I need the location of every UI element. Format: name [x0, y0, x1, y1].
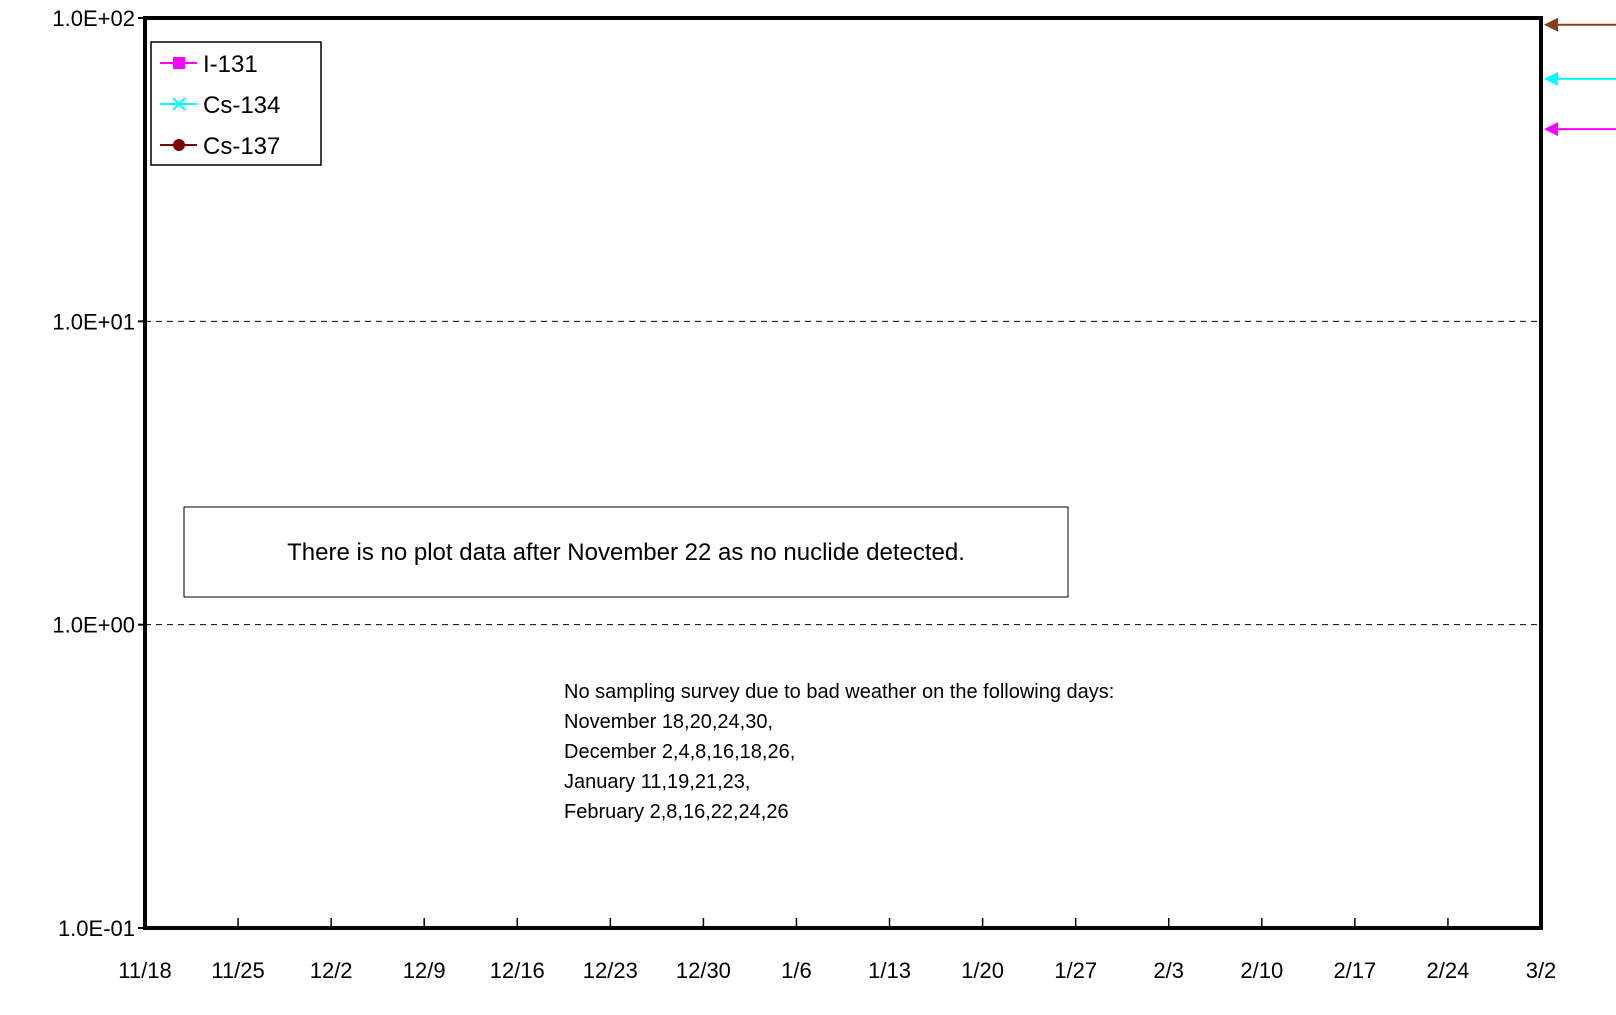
- x-tick-label: 3/2: [1526, 958, 1557, 983]
- survey-note-line: No sampling survey due to bad weather on…: [564, 681, 1114, 703]
- plot-area-border: [143, 16, 1543, 930]
- y-tick-label: 1.0E+01: [52, 309, 135, 334]
- annotation-box-text: There is no plot data after November 22 …: [287, 539, 965, 566]
- legend-marker-circle-icon: [173, 139, 185, 151]
- x-tick-label: 12/2: [310, 958, 353, 983]
- y-axis-ticks: 1.0E-01 1.0E+00 1.0E+01 1.0E+02: [52, 6, 145, 941]
- plot-frame: [143, 16, 1543, 930]
- legend-label-cs137: Cs-137: [203, 133, 280, 160]
- legend-marker-square-icon: [173, 57, 185, 69]
- y-tick-label: 1.0E-01: [58, 916, 135, 941]
- grid-layer: [145, 320, 1541, 626]
- arrow-left-icon: [1544, 122, 1616, 137]
- annotation-box-border: [183, 506, 1069, 598]
- arrow-left-icon: [1544, 71, 1616, 86]
- survey-note-line: January 11,19,21,23,: [564, 771, 750, 793]
- legend-label-cs134: Cs-134: [203, 92, 280, 119]
- y-tick-label: 1.0E+02: [52, 6, 135, 31]
- arrow-left-icon: [1544, 17, 1616, 32]
- legend: I-131 Cs-134 Cs-137: [150, 41, 322, 166]
- y-tick-label: 1.0E+00: [52, 613, 135, 638]
- x-tick-label: 1/13: [868, 958, 911, 983]
- x-tick-label: 1/6: [781, 958, 812, 983]
- x-tick-label: 12/30: [676, 958, 731, 983]
- x-tick-label: 2/24: [1427, 958, 1470, 983]
- annotation-box: There is no plot data after November 22 …: [183, 506, 1069, 598]
- x-tick-label: 2/17: [1333, 958, 1376, 983]
- x-tick-label: 11/18: [118, 958, 171, 983]
- x-tick-label: 12/9: [403, 958, 446, 983]
- survey-note-line: November 18,20,24,30,: [564, 711, 773, 733]
- legend-item-cs134: Cs-134: [160, 92, 280, 119]
- survey-note: No sampling survey due to bad weather on…: [564, 681, 1114, 823]
- legend-label-i131: I-131: [203, 51, 258, 78]
- x-tick-label: 12/23: [583, 958, 638, 983]
- x-tick-label: 1/27: [1054, 958, 1097, 983]
- x-tick-label: 1/20: [961, 958, 1004, 983]
- survey-note-line: February 2,8,16,22,24,26: [564, 801, 789, 823]
- x-tick-label: 2/10: [1240, 958, 1283, 983]
- x-tick-label: 12/16: [490, 958, 545, 983]
- x-tick-label: 2/3: [1153, 958, 1184, 983]
- edge-arrows: [1544, 17, 1616, 137]
- x-tick-label: 11/25: [211, 958, 264, 983]
- x-axis-ticks: 11/18 11/25 12/2 12/9 12/16 12/23 12/30 1/6 1/13…: [118, 918, 1556, 983]
- legend-item-cs137: Cs-137: [160, 133, 280, 160]
- survey-note-line: December 2,4,8,16,18,26,: [564, 741, 795, 763]
- legend-item-i131: I-131: [160, 51, 258, 78]
- legend-marker-x-icon: [172, 97, 186, 111]
